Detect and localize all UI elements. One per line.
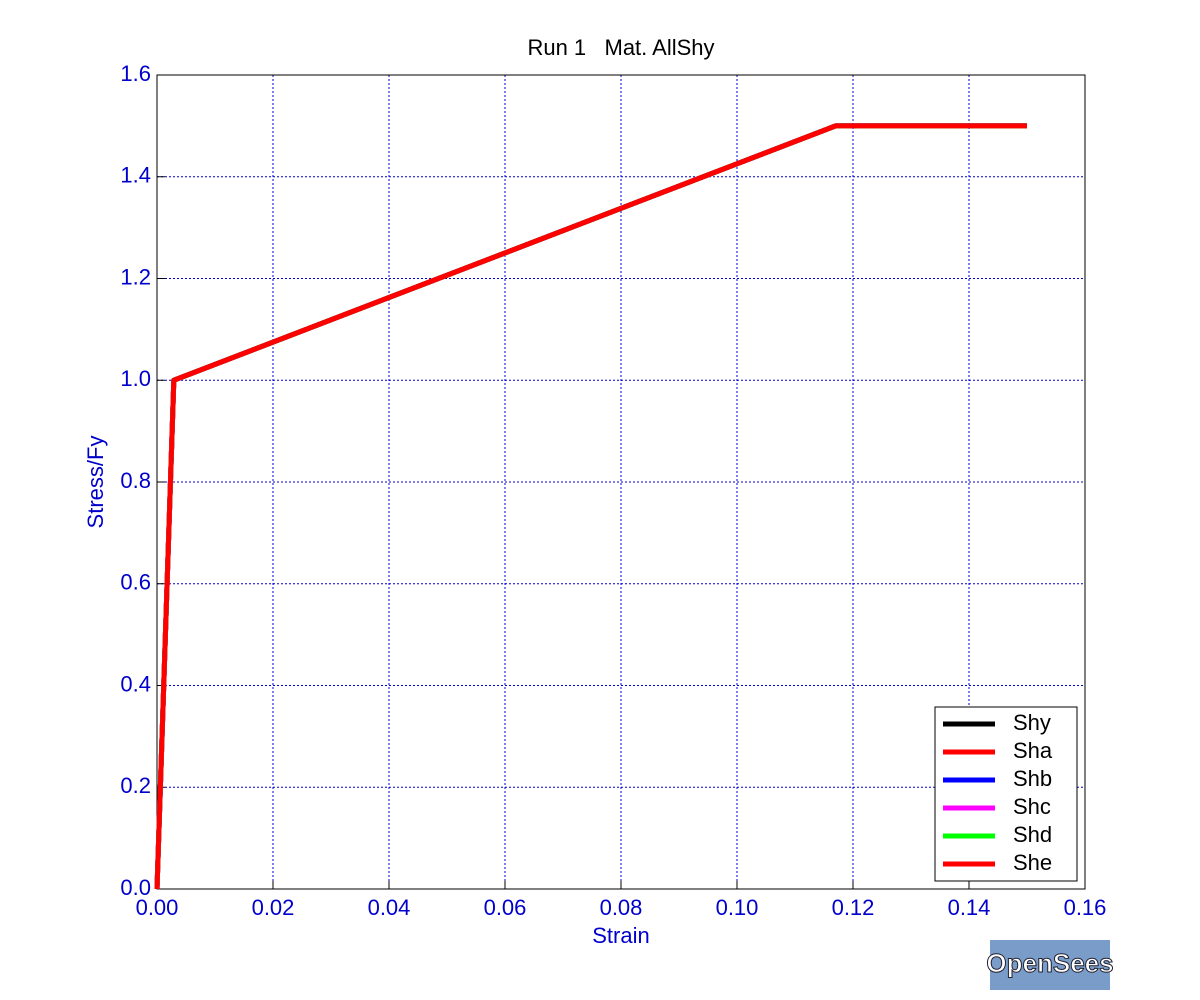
legend-label: She <box>1013 850 1052 875</box>
x-tick-label: 0.00 <box>136 895 179 920</box>
y-tick-label: 1.0 <box>120 366 151 391</box>
legend-label: Sha <box>1013 738 1053 763</box>
x-tick-label: 0.06 <box>484 895 527 920</box>
legend-box <box>934 706 1078 882</box>
x-tick-label: 0.12 <box>832 895 875 920</box>
x-tick-label: 0.04 <box>368 895 411 920</box>
y-tick-label: 1.6 <box>120 61 151 86</box>
logo-text: OpenSees <box>986 948 1113 978</box>
x-tick-label: 0.02 <box>252 895 295 920</box>
y-tick-label: 0.0 <box>120 875 151 900</box>
y-tick-label: 0.6 <box>120 570 151 595</box>
y-tick-label: 0.8 <box>120 468 151 493</box>
logo-background <box>990 940 1110 990</box>
legend-label: Shd <box>1013 822 1052 847</box>
series-line <box>154 123 1027 890</box>
legend-label: Shy <box>1013 710 1051 735</box>
y-axis-label: Stress/Fy <box>83 436 108 529</box>
x-tick-label: 0.10 <box>716 895 759 920</box>
legend: Shy Sha Shb Shc Shd She <box>934 706 1078 882</box>
y-tick-label: 1.2 <box>120 264 151 289</box>
legend-label: Shc <box>1013 794 1051 819</box>
x-tick-label: 0.08 <box>600 895 643 920</box>
y-tick-label: 0.4 <box>120 671 151 696</box>
plot-frame <box>156 74 1086 890</box>
legend-label: Shb <box>1013 766 1052 791</box>
y-tick-label: 1.4 <box>120 163 151 188</box>
x-tick-label: 0.14 <box>948 895 991 920</box>
x-tick-label: 0.16 <box>1064 895 1107 920</box>
chart-title: Run 1 Mat. AllShy <box>527 35 714 60</box>
logo: OpenSees <box>986 940 1114 990</box>
y-tick-label: 0.2 <box>120 773 151 798</box>
x-axis-label: Strain <box>592 923 649 948</box>
